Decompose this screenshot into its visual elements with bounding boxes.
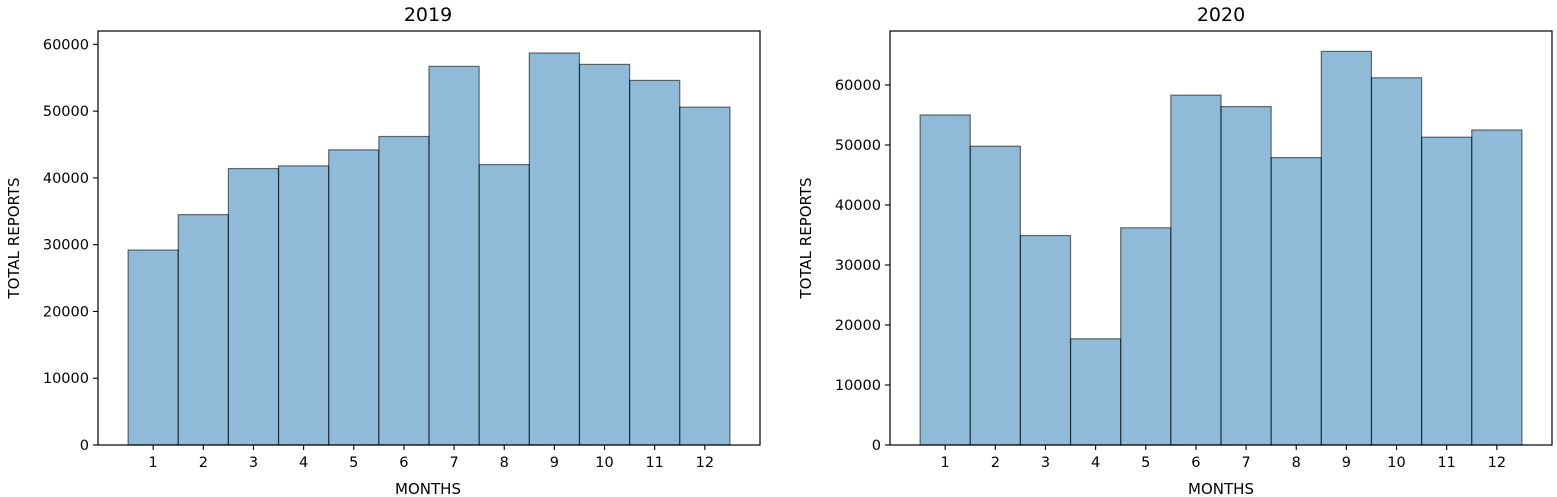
x-tick-label: 11 <box>1437 455 1455 471</box>
y-tick-label: 30000 <box>43 238 89 254</box>
x-tick-label: 4 <box>299 455 308 471</box>
bar-12 <box>1471 129 1523 446</box>
y-tick-label: 20000 <box>43 304 89 320</box>
bars <box>919 50 1523 446</box>
y-tick-label: 30000 <box>835 258 881 274</box>
chart-title: 2019 <box>404 4 452 26</box>
y-tick-label: 60000 <box>835 78 881 94</box>
bar-10 <box>1370 77 1423 446</box>
bars <box>127 52 731 446</box>
bar-6 <box>378 135 430 446</box>
bar-6 <box>1170 94 1222 446</box>
bar-9 <box>1320 50 1373 446</box>
bar-8 <box>478 163 530 446</box>
bar-1 <box>127 249 179 446</box>
x-tick-label: 2 <box>199 455 208 471</box>
y-tick-label: 50000 <box>43 104 89 120</box>
bar-11 <box>629 79 681 446</box>
y-tick-label: 0 <box>80 438 89 454</box>
x-tick-label: 3 <box>249 455 258 471</box>
bar-8 <box>1270 157 1322 446</box>
y-tick-label: 40000 <box>835 198 881 214</box>
y-tick-label: 10000 <box>43 371 89 387</box>
x-tick-label: 7 <box>449 455 458 471</box>
y-tick-label: 10000 <box>835 378 881 394</box>
bar-3 <box>1019 235 1072 446</box>
x-axis-label: MONTHS <box>1188 480 1254 497</box>
bar-7 <box>428 65 480 446</box>
y-axis: 0 10000 20000 30000 40000 50000 60000 <box>835 78 890 454</box>
x-tick-label: 1 <box>149 455 158 471</box>
bar-7 <box>1220 105 1272 446</box>
bar-12 <box>679 106 731 446</box>
bar-2 <box>969 145 1021 446</box>
bar-4 <box>277 165 330 446</box>
x-tick-label: 9 <box>1342 455 1351 471</box>
x-tick-label: 8 <box>500 455 509 471</box>
y-tick-label: 20000 <box>835 318 881 334</box>
x-tick-label: 4 <box>1091 455 1100 471</box>
x-tick-label: 6 <box>1191 455 1200 471</box>
x-tick-label: 1 <box>941 455 950 471</box>
chart-title: 2020 <box>1197 4 1245 26</box>
x-tick-label: 9 <box>550 455 559 471</box>
y-tick-label: 0 <box>872 438 881 454</box>
x-tick-label: 12 <box>696 455 714 471</box>
y-axis: 0 10000 20000 30000 40000 50000 60000 <box>43 37 98 454</box>
bar-5 <box>1120 227 1172 446</box>
x-tick-label: 11 <box>645 455 663 471</box>
x-tick-label: 7 <box>1241 455 1250 471</box>
y-axis-label: TOTAL REPORTS <box>5 177 23 299</box>
x-tick-label: 10 <box>595 455 613 471</box>
y-tick-label: 50000 <box>835 138 881 154</box>
x-axis: 1 2 3 4 5 6 7 8 9 10 11 12 <box>941 445 1506 471</box>
x-axis: 1 2 3 4 5 6 7 8 9 10 11 12 <box>149 445 714 471</box>
bar-1 <box>919 114 971 446</box>
x-tick-label: 2 <box>991 455 1000 471</box>
x-tick-label: 8 <box>1292 455 1301 471</box>
x-tick-label: 3 <box>1041 455 1050 471</box>
x-tick-label: 6 <box>399 455 408 471</box>
bar-11 <box>1421 136 1473 446</box>
chart-2020: 2020 1 2 3 4 5 6 7 8 9 10 11 12 0100002000030000400… <box>797 4 1553 497</box>
bar-10 <box>578 63 631 446</box>
x-tick-label: 10 <box>1387 455 1405 471</box>
x-tick-label: 5 <box>1141 455 1150 471</box>
bar-2 <box>177 214 229 446</box>
x-tick-label: 5 <box>349 455 358 471</box>
plot-frame <box>97 30 761 446</box>
bar-9 <box>528 52 581 446</box>
chart-2019: 2019 1 2 3 4 5 6 7 8 9 10 11 12 0100002000030000400… <box>5 4 761 497</box>
bar-3 <box>227 167 280 446</box>
x-axis-label: MONTHS <box>395 480 461 497</box>
bar-4 <box>1069 338 1122 446</box>
y-tick-label: 60000 <box>43 37 89 53</box>
y-tick-label: 40000 <box>43 171 89 187</box>
plot-frame <box>889 30 1553 446</box>
bar-5 <box>328 149 380 446</box>
x-tick-label: 12 <box>1488 455 1506 471</box>
y-axis-label: TOTAL REPORTS <box>797 177 815 299</box>
